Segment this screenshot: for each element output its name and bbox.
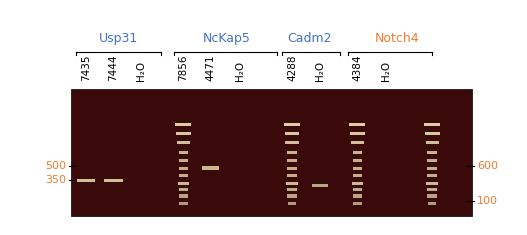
Bar: [353, 202, 362, 205]
Bar: [179, 151, 188, 154]
Text: 7435: 7435: [81, 55, 91, 81]
Bar: [353, 195, 362, 198]
Bar: [287, 159, 297, 162]
Bar: [353, 167, 362, 170]
Bar: [426, 141, 438, 144]
Bar: [425, 132, 440, 135]
Text: 7856: 7856: [179, 55, 188, 81]
Text: 7444: 7444: [109, 55, 118, 81]
Bar: [179, 159, 188, 162]
Bar: [287, 151, 297, 154]
Text: 100: 100: [477, 196, 498, 206]
Bar: [179, 202, 188, 205]
Bar: [175, 123, 191, 126]
Text: H₂O: H₂O: [315, 61, 325, 81]
Bar: [287, 167, 297, 170]
Bar: [350, 132, 365, 135]
Bar: [427, 195, 437, 198]
Bar: [71, 89, 472, 216]
Bar: [427, 159, 437, 162]
Text: 500: 500: [45, 161, 66, 171]
Bar: [179, 174, 188, 177]
Bar: [424, 123, 440, 126]
Text: NcKap5: NcKap5: [203, 32, 250, 45]
Bar: [284, 123, 300, 126]
Text: 4384: 4384: [353, 55, 362, 81]
Bar: [176, 132, 191, 135]
Bar: [286, 141, 299, 144]
Bar: [287, 188, 297, 191]
Bar: [312, 184, 328, 187]
Text: H₂O: H₂O: [136, 61, 145, 81]
Text: Usp31: Usp31: [99, 32, 138, 45]
Bar: [351, 141, 364, 144]
Bar: [352, 182, 363, 185]
Text: H₂O: H₂O: [235, 61, 245, 81]
Text: 600: 600: [477, 161, 498, 171]
Bar: [179, 195, 188, 198]
Bar: [285, 132, 299, 135]
Bar: [178, 182, 189, 185]
Bar: [104, 179, 122, 182]
Text: Cadm2: Cadm2: [287, 32, 331, 45]
Text: H₂O: H₂O: [381, 61, 391, 81]
Bar: [287, 174, 297, 177]
Bar: [202, 166, 219, 169]
Text: 350: 350: [45, 175, 66, 185]
Bar: [428, 202, 436, 205]
Bar: [353, 188, 362, 191]
Bar: [286, 182, 298, 185]
Bar: [427, 151, 437, 154]
Bar: [427, 188, 437, 191]
Bar: [353, 174, 362, 177]
Bar: [287, 195, 297, 198]
Bar: [77, 179, 95, 182]
Text: 4471: 4471: [206, 55, 216, 81]
Bar: [427, 174, 437, 177]
Bar: [349, 123, 365, 126]
Bar: [427, 167, 437, 170]
Bar: [179, 167, 188, 170]
Bar: [288, 202, 296, 205]
Bar: [353, 159, 362, 162]
Text: 4288: 4288: [287, 55, 297, 81]
Bar: [177, 141, 190, 144]
Bar: [426, 182, 438, 185]
Text: Notch4: Notch4: [375, 32, 419, 45]
Bar: [353, 151, 362, 154]
Bar: [179, 188, 188, 191]
